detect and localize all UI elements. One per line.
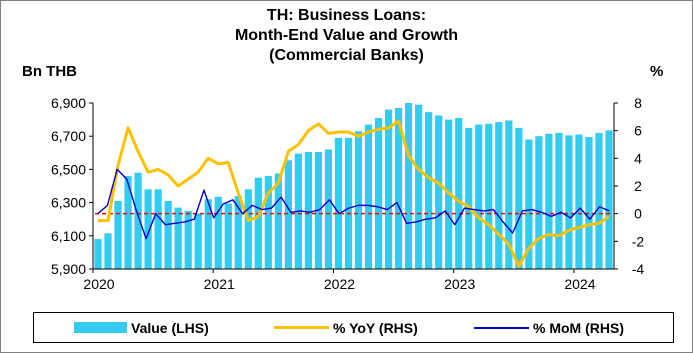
right-axis-tick-label: -4 [632,261,645,277]
legend-item-yoy: % YoY (RHS) [274,313,418,342]
right-axis-unit: % [650,63,664,80]
value-bar [324,149,333,269]
value-bar [334,137,343,269]
value-bar [465,127,473,270]
value-bar [525,139,533,269]
value-bar [384,109,393,269]
value-bar [575,134,583,269]
value-bar [174,207,182,269]
yoy-line [98,119,610,268]
value-bar [204,199,212,269]
mom-line [97,168,610,240]
legend-item-value: Value (LHS) [74,313,209,342]
right-axis-tick-label: 8 [634,95,642,111]
value-bar [244,189,252,269]
chart-title-line-3: (Commercial Banks) [269,47,424,64]
value-bar [254,177,262,269]
value-bar [515,127,523,270]
value-bar [425,112,433,269]
value-bar [274,173,282,269]
value-bar [214,196,222,269]
left-axis-tick-label: 6,500 [51,161,86,177]
legend-label-value: Value (LHS) [131,319,209,336]
value-bar [184,210,192,269]
value-bar [495,122,503,269]
legend-item-mom: % MoM (RHS) [474,313,624,342]
legend-swatch-mom [474,326,529,329]
value-bar [164,200,172,269]
value-bar [435,115,443,269]
x-axis-tick-label: 2022 [324,276,355,292]
value-bar [585,137,593,269]
x-axis-tick-label: 2024 [564,276,595,292]
value-bar [545,133,553,269]
right-axis-tick-label: -2 [632,233,645,249]
value-bar [405,103,413,269]
right-axis-tick-label: 2 [634,178,642,194]
left-axis-tick-label: 6,700 [51,128,86,144]
value-bar [144,189,152,269]
x-axis-tick-label: 2021 [204,276,235,292]
value-bar [505,120,513,270]
x-axis-tick-label: 2023 [444,276,475,292]
value-bar [605,130,613,269]
left-axis-tick-label: 5,900 [51,261,86,277]
value-bar [234,195,242,269]
left-axis-unit: Bn THB [22,63,77,80]
chart-plot: 5,900 6,100 6,300 6,500 6,700 6,900 -4 -2 0 2 4 6 8 2… [51,95,645,292]
value-bar [455,117,463,269]
value-bar [394,107,403,269]
value-bar [104,233,112,269]
legend-swatch-value [74,322,127,333]
left-axis-tick-label: 6,300 [51,195,86,211]
left-axis-tick-label: 6,900 [51,95,86,111]
chart-title-line-2: Month-End Value and Growth [234,27,459,44]
value-bar [264,176,272,269]
value-bar [124,176,132,269]
value-bar [94,239,102,269]
value-bar [485,123,493,269]
value-bar [134,172,142,269]
left-axis-tick-label: 6,100 [51,228,86,244]
legend-label-yoy: % YoY (RHS) [333,319,418,336]
value-bar [374,117,383,269]
value-bar [415,104,423,269]
value-bar [535,136,543,269]
value-bar [114,200,122,269]
value-bar [284,160,292,269]
value-bar [194,213,202,269]
right-axis-tick-label: 0 [634,206,642,222]
x-axis-tick-label: 2020 [83,276,114,292]
value-bar [475,124,483,269]
value-bar [555,132,563,269]
chart-legend: Value (LHS) % YoY (RHS) % MoM (RHS) [33,312,674,343]
right-axis-tick-label: 6 [634,123,642,139]
value-bar [595,132,603,269]
value-bar [344,137,353,269]
value-bar [354,131,363,269]
right-axis-tick-label: 4 [634,150,642,166]
value-bar [154,189,162,269]
value-bar [364,124,373,269]
legend-label-mom: % MoM (RHS) [533,319,624,336]
value-bar [304,151,313,269]
legend-swatch-yoy [274,326,329,329]
value-bar [565,135,573,269]
chart-title-line-1: TH: Business Loans: [266,7,427,24]
value-bar [224,203,232,269]
